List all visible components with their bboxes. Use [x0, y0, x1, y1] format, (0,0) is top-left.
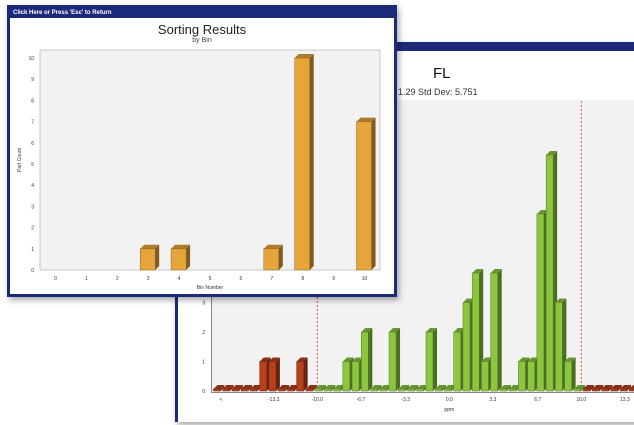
histogram-bar [388, 328, 401, 392]
histogram-bar [361, 328, 373, 392]
y-tick-label: 0 [31, 268, 34, 274]
x-tick-label: 3.3 [489, 397, 496, 403]
x-tick-label: -10.0 [312, 397, 324, 403]
x-tick-label: 13.3 [620, 397, 630, 403]
histogram-bar [490, 269, 502, 392]
x-tick-label: 5 [209, 276, 212, 282]
histogram-title: FL [433, 65, 451, 82]
x-axis-label: ppm [444, 407, 454, 413]
histogram-bar [619, 385, 632, 392]
y-tick-label: 10 [28, 56, 34, 62]
x-tick-label: 3 [147, 276, 150, 282]
chart-subtitle: by Bin [192, 37, 212, 44]
x-tick-label: 6.7 [534, 397, 541, 403]
return-titlebar[interactable]: Click Here or Press 'Esc' to Return [10, 8, 394, 18]
histogram-bar [324, 385, 336, 392]
y-tick-label: 3 [202, 301, 205, 307]
x-tick-label: 0.0 [446, 397, 453, 403]
histogram-bar [592, 385, 604, 392]
y-tick-label: 1 [202, 360, 205, 366]
histogram-bar [434, 385, 447, 392]
y-tick-label: 0 [202, 389, 205, 395]
x-tick-label: 2 [116, 276, 119, 282]
bin-bar [263, 244, 283, 271]
x-tick-label: 10.0 [576, 397, 586, 403]
bin-bar [139, 244, 160, 271]
histogram-bar [601, 385, 613, 392]
x-axis-label: Bin Number [197, 285, 224, 291]
histogram-bar [370, 385, 382, 392]
histogram-bar [499, 385, 511, 392]
histogram-stats: 1.29 Std Dev: 5.751 [398, 87, 478, 97]
x-tick-label: -13.3 [268, 397, 280, 403]
x-tick-label: 9 [332, 276, 335, 282]
histogram-bar [425, 328, 437, 392]
sorting-results-chart: 0 1 2 3 4 5 6 7 8 9 10 Part Count 0 1 2 3 4 5 6 7 8 9 10 Bin Nu… [17, 49, 381, 291]
x-tick-label: < [219, 397, 222, 403]
histogram-bar [398, 385, 410, 392]
histogram-bar [582, 385, 595, 392]
sorting-results-window: Click Here or Press 'Esc' to Return Sort… [7, 5, 397, 297]
x-tick-label: 8 [301, 276, 304, 282]
x-tick-label: 1 [85, 276, 88, 282]
bin-bar [170, 244, 191, 271]
x-tick-label: 4 [178, 276, 181, 282]
y-tick-label: 3 [31, 204, 34, 210]
histogram-bar [573, 385, 585, 392]
histogram-bar [222, 385, 234, 392]
x-tick-label: 0 [54, 276, 57, 282]
histogram-bar [610, 385, 622, 392]
chart-title: Sorting Results [157, 22, 247, 37]
y-tick-label: 9 [31, 77, 34, 83]
histogram-bar [296, 357, 308, 392]
y-tick-label: 7 [31, 120, 34, 126]
histogram-bar [629, 385, 634, 392]
bin-bar [294, 54, 314, 271]
bin-bar [356, 117, 376, 271]
y-tick-label: 1 [31, 247, 34, 253]
histogram-bar [277, 385, 290, 392]
x-tick-label: -6.7 [357, 397, 366, 403]
y-tick-label: 8 [31, 98, 34, 104]
y-tick-label: 6 [31, 141, 34, 147]
histogram-bar [268, 357, 280, 392]
x-tick-label: 7 [270, 276, 273, 282]
histogram-bar [240, 385, 253, 392]
y-tick-label: 4 [31, 183, 34, 189]
histogram-chart: 0 1 2 3 < -13.3 -10.0 -6.7 -3.3 0.0 3.3 6.7 10.0 13.3… [202, 100, 634, 413]
histogram-bar [314, 385, 327, 392]
histogram-bar [564, 357, 576, 392]
y-tick-label: 5 [31, 162, 34, 168]
histogram-bar [471, 269, 484, 392]
histogram-bar [407, 385, 419, 392]
histogram-bar [213, 385, 225, 392]
plot-area [39, 49, 381, 271]
window-titlebar[interactable] [178, 45, 634, 51]
histogram-bar [305, 385, 317, 392]
y-tick-label: 2 [31, 226, 34, 232]
histogram-bar [231, 385, 243, 392]
x-tick-label: -3.3 [401, 397, 410, 403]
x-tick-label: 6 [240, 276, 243, 282]
y-axis-label: Part Count [17, 147, 23, 172]
x-tick-label: 10 [362, 276, 368, 282]
y-tick-label: 2 [202, 330, 205, 336]
